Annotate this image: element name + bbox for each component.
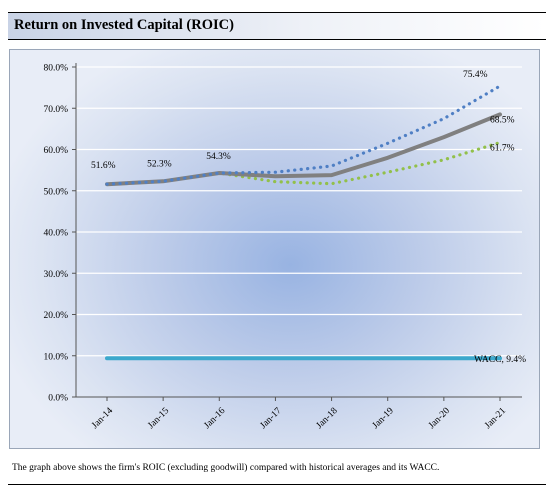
y-tick-label: 50.0% — [43, 187, 68, 197]
chart-title-bar: Return on Invested Capital (ROIC) — [8, 12, 546, 40]
data-label: WACC, 9.4% — [474, 355, 526, 365]
x-tick-label: Jan-17 — [259, 406, 284, 431]
y-tick-label: 10.0% — [43, 352, 68, 362]
data-label: 52.3% — [147, 159, 172, 169]
data-label: 61.7% — [490, 143, 515, 153]
data-label: 54.3% — [206, 152, 231, 162]
y-tick-label: 70.0% — [43, 105, 68, 115]
bottom-divider — [8, 484, 546, 485]
x-tick-label: Jan-14 — [90, 406, 115, 431]
chart-area: 0.0% 10.0% 20.0% 30.0% 40.0% 50.0% 60.0% 70.0% 8… — [9, 49, 540, 449]
y-tick-label: 30.0% — [43, 270, 68, 280]
roic-line-chart: 0.0% 10.0% 20.0% 30.0% 40.0% 50.0% 60.0% 70.0% 8… — [43, 63, 526, 431]
x-tick-label: Jan-18 — [315, 406, 340, 431]
x-tick-label: Jan-21 — [483, 406, 508, 431]
x-tick-label: Jan-19 — [371, 406, 396, 431]
x-tick-label: Jan-20 — [427, 406, 452, 431]
y-tick-label: 0.0% — [48, 394, 68, 404]
x-tick-label: Jan-16 — [202, 406, 227, 431]
x-tick-label: Jan-15 — [146, 406, 171, 431]
y-tick-label: 60.0% — [43, 146, 68, 156]
chart-title: Return on Invested Capital (ROIC) — [14, 17, 234, 33]
y-tick-label: 80.0% — [43, 64, 68, 74]
data-label: 51.6% — [91, 161, 116, 171]
y-tick-label: 20.0% — [43, 311, 68, 321]
data-label: 68.5% — [490, 115, 515, 125]
y-tick-label: 40.0% — [43, 229, 68, 239]
data-label: 75.4% — [463, 70, 488, 80]
series-line-1 — [105, 84, 502, 186]
chart-caption: The graph above shows the firm's ROIC (e… — [12, 463, 440, 473]
